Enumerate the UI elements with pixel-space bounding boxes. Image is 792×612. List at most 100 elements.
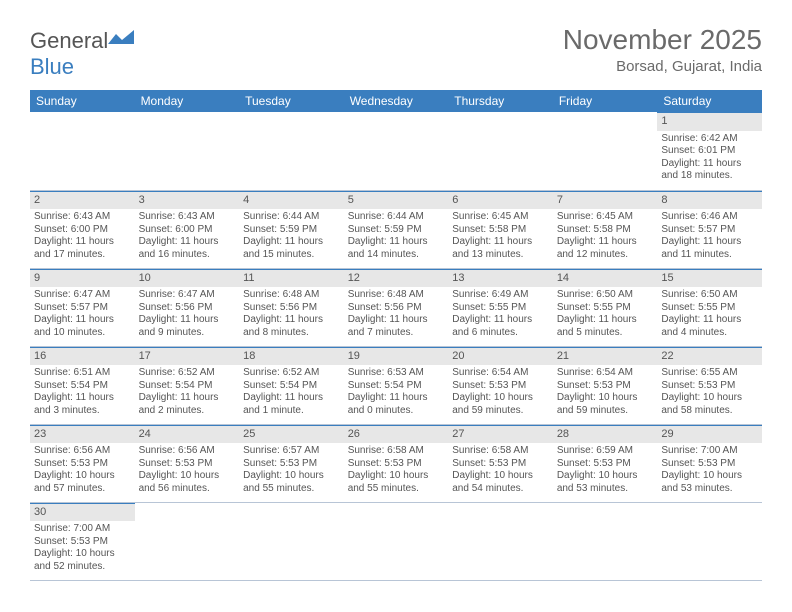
calendar-day: 8Sunrise: 6:46 AMSunset: 5:57 PMDaylight… [657,190,762,268]
day-number: 12 [344,269,449,288]
daylight-text: Daylight: 10 hours and 54 minutes. [452,470,549,495]
sunset-text: Sunset: 5:59 PM [348,224,445,237]
sunset-text: Sunset: 5:55 PM [557,302,654,315]
sunset-text: Sunset: 5:55 PM [452,302,549,315]
sunset-text: Sunset: 5:57 PM [661,224,758,237]
day-number: 13 [448,269,553,288]
sunrise-text: Sunrise: 6:42 AM [661,133,758,146]
sunset-text: Sunset: 5:54 PM [34,380,131,393]
sunrise-text: Sunrise: 7:00 AM [661,445,758,458]
sunset-text: Sunset: 5:57 PM [34,302,131,315]
day-body: Sunrise: 6:43 AMSunset: 6:00 PMDaylight:… [30,209,135,265]
sunset-text: Sunset: 5:53 PM [557,458,654,471]
daylight-text: Daylight: 10 hours and 59 minutes. [557,392,654,417]
day-body: Sunrise: 6:51 AMSunset: 5:54 PMDaylight:… [30,365,135,421]
daylight-text: Daylight: 10 hours and 56 minutes. [139,470,236,495]
daylight-text: Daylight: 11 hours and 15 minutes. [243,236,340,261]
day-number: 11 [239,269,344,288]
sunrise-text: Sunrise: 6:54 AM [452,367,549,380]
flag-icon [108,30,134,48]
daylight-text: Daylight: 10 hours and 55 minutes. [243,470,340,495]
daylight-text: Daylight: 11 hours and 4 minutes. [661,314,758,339]
calendar-day: 23Sunrise: 6:56 AMSunset: 5:53 PMDayligh… [30,424,135,502]
day-body: Sunrise: 6:50 AMSunset: 5:55 PMDaylight:… [553,287,658,343]
sunrise-text: Sunrise: 6:50 AM [661,289,758,302]
sunrise-text: Sunrise: 6:44 AM [243,211,340,224]
daylight-text: Daylight: 10 hours and 59 minutes. [452,392,549,417]
calendar-day: 30Sunrise: 7:00 AMSunset: 5:53 PMDayligh… [30,502,135,580]
logo: GeneralBlue [30,28,134,80]
sunset-text: Sunset: 6:01 PM [661,145,758,158]
sunset-text: Sunset: 5:53 PM [452,458,549,471]
day-body: Sunrise: 6:45 AMSunset: 5:58 PMDaylight:… [553,209,658,265]
calendar-table: SundayMondayTuesdayWednesdayThursdayFrid… [30,90,762,581]
calendar-week: 2Sunrise: 6:43 AMSunset: 6:00 PMDaylight… [30,190,762,268]
sunset-text: Sunset: 5:53 PM [139,458,236,471]
sunrise-text: Sunrise: 6:52 AM [243,367,340,380]
sunrise-text: Sunrise: 6:50 AM [557,289,654,302]
day-body: Sunrise: 6:43 AMSunset: 6:00 PMDaylight:… [135,209,240,265]
calendar-day: 21Sunrise: 6:54 AMSunset: 5:53 PMDayligh… [553,346,658,424]
calendar-empty [239,112,344,190]
day-body: Sunrise: 6:57 AMSunset: 5:53 PMDaylight:… [239,443,344,499]
day-body: Sunrise: 6:49 AMSunset: 5:55 PMDaylight:… [448,287,553,343]
daylight-text: Daylight: 10 hours and 53 minutes. [557,470,654,495]
calendar-empty [553,112,658,190]
sunset-text: Sunset: 5:53 PM [348,458,445,471]
sunset-text: Sunset: 5:59 PM [243,224,340,237]
sunrise-text: Sunrise: 7:00 AM [34,523,131,536]
sunrise-text: Sunrise: 6:48 AM [243,289,340,302]
calendar-empty [448,112,553,190]
sunset-text: Sunset: 5:53 PM [661,380,758,393]
day-body: Sunrise: 6:52 AMSunset: 5:54 PMDaylight:… [239,365,344,421]
calendar-day: 6Sunrise: 6:45 AMSunset: 5:58 PMDaylight… [448,190,553,268]
daylight-text: Daylight: 11 hours and 5 minutes. [557,314,654,339]
sunset-text: Sunset: 5:53 PM [661,458,758,471]
day-body: Sunrise: 6:46 AMSunset: 5:57 PMDaylight:… [657,209,762,265]
daylight-text: Daylight: 10 hours and 53 minutes. [661,470,758,495]
sunset-text: Sunset: 5:55 PM [661,302,758,315]
day-body: Sunrise: 6:58 AMSunset: 5:53 PMDaylight:… [344,443,449,499]
day-number: 20 [448,347,553,366]
calendar-day: 19Sunrise: 6:53 AMSunset: 5:54 PMDayligh… [344,346,449,424]
sunrise-text: Sunrise: 6:56 AM [139,445,236,458]
day-body: Sunrise: 6:52 AMSunset: 5:54 PMDaylight:… [135,365,240,421]
sunset-text: Sunset: 5:54 PM [348,380,445,393]
weekday-header: Friday [553,90,658,112]
sunset-text: Sunset: 5:54 PM [243,380,340,393]
daylight-text: Daylight: 11 hours and 3 minutes. [34,392,131,417]
day-body: Sunrise: 6:48 AMSunset: 5:56 PMDaylight:… [344,287,449,343]
daylight-text: Daylight: 11 hours and 10 minutes. [34,314,131,339]
calendar-head: SundayMondayTuesdayWednesdayThursdayFrid… [30,90,762,112]
calendar-day: 27Sunrise: 6:58 AMSunset: 5:53 PMDayligh… [448,424,553,502]
sunrise-text: Sunrise: 6:49 AM [452,289,549,302]
daylight-text: Daylight: 10 hours and 57 minutes. [34,470,131,495]
day-body: Sunrise: 6:42 AMSunset: 6:01 PMDaylight:… [657,131,762,187]
daylight-text: Daylight: 10 hours and 58 minutes. [661,392,758,417]
day-number: 4 [239,191,344,210]
day-number: 3 [135,191,240,210]
calendar-day: 13Sunrise: 6:49 AMSunset: 5:55 PMDayligh… [448,268,553,346]
calendar-day: 5Sunrise: 6:44 AMSunset: 5:59 PMDaylight… [344,190,449,268]
daylight-text: Daylight: 11 hours and 16 minutes. [139,236,236,261]
day-number: 23 [30,425,135,444]
day-body: Sunrise: 6:53 AMSunset: 5:54 PMDaylight:… [344,365,449,421]
calendar-day: 24Sunrise: 6:56 AMSunset: 5:53 PMDayligh… [135,424,240,502]
calendar-day: 4Sunrise: 6:44 AMSunset: 5:59 PMDaylight… [239,190,344,268]
daylight-text: Daylight: 11 hours and 8 minutes. [243,314,340,339]
day-number: 10 [135,269,240,288]
daylight-text: Daylight: 11 hours and 13 minutes. [452,236,549,261]
month-title: November 2025 [563,24,762,56]
calendar-day: 3Sunrise: 6:43 AMSunset: 6:00 PMDaylight… [135,190,240,268]
sunset-text: Sunset: 6:00 PM [139,224,236,237]
sunrise-text: Sunrise: 6:53 AM [348,367,445,380]
day-body: Sunrise: 6:58 AMSunset: 5:53 PMDaylight:… [448,443,553,499]
day-number: 14 [553,269,658,288]
daylight-text: Daylight: 11 hours and 7 minutes. [348,314,445,339]
sunset-text: Sunset: 5:54 PM [139,380,236,393]
sunrise-text: Sunrise: 6:52 AM [139,367,236,380]
day-body: Sunrise: 6:59 AMSunset: 5:53 PMDaylight:… [553,443,658,499]
sunrise-text: Sunrise: 6:44 AM [348,211,445,224]
daylight-text: Daylight: 11 hours and 18 minutes. [661,158,758,183]
calendar-week: 9Sunrise: 6:47 AMSunset: 5:57 PMDaylight… [30,268,762,346]
